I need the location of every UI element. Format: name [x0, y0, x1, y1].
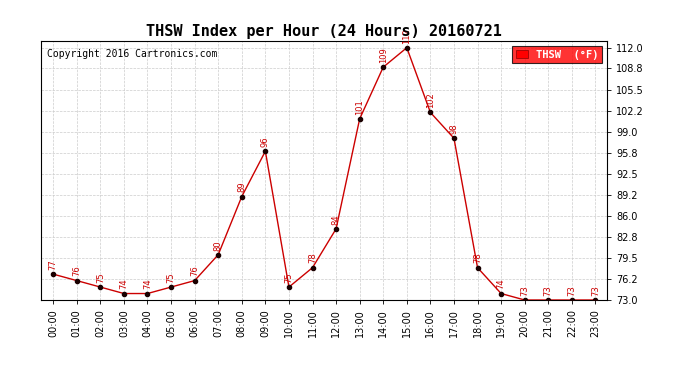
Text: 73: 73	[591, 285, 600, 296]
Text: 101: 101	[355, 99, 364, 115]
Text: 73: 73	[567, 285, 576, 296]
Text: Copyright 2016 Cartronics.com: Copyright 2016 Cartronics.com	[47, 49, 217, 59]
Text: 109: 109	[379, 47, 388, 63]
Text: 74: 74	[119, 279, 128, 290]
Text: 75: 75	[96, 272, 105, 283]
Text: 78: 78	[308, 253, 317, 264]
Text: 75: 75	[284, 272, 293, 283]
Title: THSW Index per Hour (24 Hours) 20160721: THSW Index per Hour (24 Hours) 20160721	[146, 24, 502, 39]
Text: 84: 84	[332, 214, 341, 225]
Text: 76: 76	[190, 266, 199, 276]
Text: 96: 96	[261, 136, 270, 147]
Text: 98: 98	[449, 123, 458, 134]
Text: 89: 89	[237, 182, 246, 192]
Text: 102: 102	[426, 93, 435, 108]
Text: 78: 78	[473, 253, 482, 264]
Text: 75: 75	[166, 272, 175, 283]
Text: 76: 76	[72, 266, 81, 276]
Text: 77: 77	[49, 259, 58, 270]
Text: 73: 73	[544, 285, 553, 296]
Text: 112: 112	[402, 28, 411, 44]
Text: 74: 74	[143, 279, 152, 290]
Text: 80: 80	[214, 240, 223, 250]
Legend: THSW  (°F): THSW (°F)	[513, 46, 602, 63]
Text: 74: 74	[497, 279, 506, 290]
Text: 73: 73	[520, 285, 529, 296]
